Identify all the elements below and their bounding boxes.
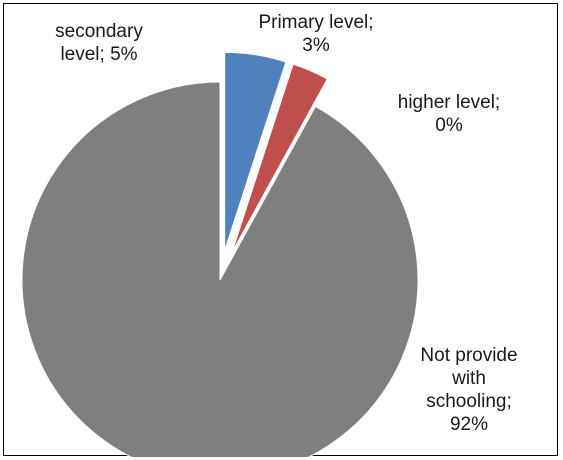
data-label-line: with (451, 368, 486, 389)
data-label-1: higher level; 0% (398, 92, 500, 136)
pie-chart: Primary level; 3% higher level; 0% Not provi… (21, 12, 518, 457)
pie-labels: Primary level; 3% higher level; 0% Not provi… (55, 12, 517, 435)
data-label-line: level; 5% (60, 44, 137, 65)
data-label-line: 0% (435, 115, 463, 136)
data-label-line: Not provide (420, 345, 517, 366)
chart-frame: Primary level; 3% higher level; 0% Not provi… (3, 3, 558, 457)
data-label-line: 3% (302, 35, 330, 56)
data-label-3: secondary level; 5% (55, 21, 143, 65)
data-label-line: 92% (450, 414, 488, 435)
data-label-line: Primary level; (258, 12, 373, 33)
data-label-line: higher level; (398, 92, 500, 113)
data-label-0: Primary level; 3% (258, 12, 373, 56)
data-label-line: schooling; (426, 391, 512, 412)
data-label-2: Not provide with schooling; 92% (420, 345, 517, 435)
slice-not-provide-with-schooling-92 (21, 81, 419, 457)
slice-secondary-level-5 (224, 51, 287, 251)
slice-primary-level-3 (231, 63, 328, 253)
data-label-line: secondary (55, 21, 143, 42)
pie-slices (21, 51, 419, 457)
